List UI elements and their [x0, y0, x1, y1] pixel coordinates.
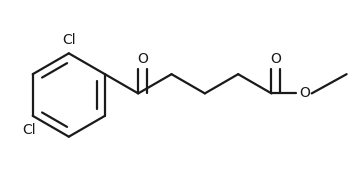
- Text: O: O: [270, 52, 281, 66]
- Text: O: O: [137, 52, 148, 66]
- Text: Cl: Cl: [62, 33, 76, 47]
- Text: O: O: [300, 86, 310, 100]
- Text: Cl: Cl: [23, 123, 36, 137]
